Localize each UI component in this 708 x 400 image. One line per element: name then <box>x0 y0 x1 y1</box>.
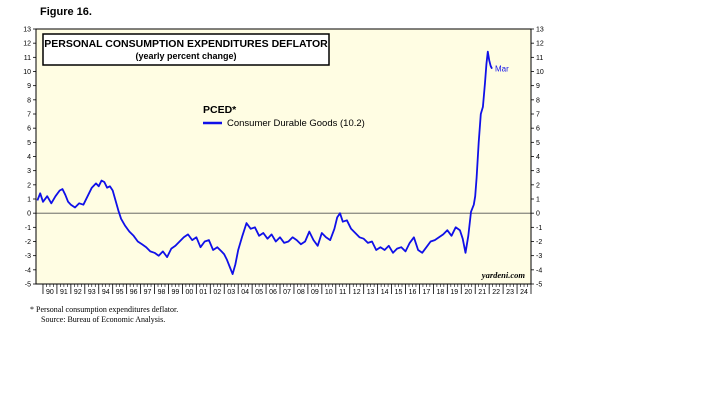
plot-area <box>36 29 531 284</box>
y-tick-label-right: 7 <box>536 112 540 119</box>
y-tick-label-right: -5 <box>536 282 542 289</box>
series-line <box>36 50 493 276</box>
x-tick-label: 01 <box>199 289 207 296</box>
x-tick-label: 19 <box>450 289 458 296</box>
x-tick-label: 98 <box>158 289 166 296</box>
legend-title: PCED* <box>203 104 237 116</box>
y-tick-label-right: 4 <box>536 154 540 161</box>
title-box: PERSONAL CONSUMPTION EXPENDITURES DEFLAT… <box>42 33 330 66</box>
x-tick-label: 16 <box>409 289 417 296</box>
x-tick-label: 03 <box>227 289 235 296</box>
y-tick-label-left: -4 <box>25 267 31 274</box>
x-tick-label: 91 <box>60 289 68 296</box>
y-tick-label-right: -4 <box>536 267 542 274</box>
footnote: * Personal consumption expenditures defl… <box>30 305 178 325</box>
x-tick-label: 21 <box>478 289 486 296</box>
y-tick-label-left: -5 <box>25 282 31 289</box>
chart-title: PERSONAL CONSUMPTION EXPENDITURES DEFLAT… <box>44 38 328 50</box>
source-tag: yardeni.com <box>481 270 526 280</box>
y-tick-label-left: 9 <box>27 83 31 90</box>
x-tick-label: 15 <box>395 289 403 296</box>
chart-subtitle: (yearly percent change) <box>135 51 236 61</box>
x-tick-label: 18 <box>436 289 444 296</box>
y-tick-label-left: -2 <box>25 239 31 246</box>
x-tick-label: 00 <box>185 289 193 296</box>
y-tick-label-right: 1 <box>536 197 540 204</box>
y-tick-label-right: -3 <box>536 253 542 260</box>
y-tick-label-right: 13 <box>536 27 544 34</box>
x-tick-label: 97 <box>144 289 152 296</box>
x-tick-label: 12 <box>353 289 361 296</box>
x-tick-label: 17 <box>423 289 431 296</box>
y-tick-label-right: 12 <box>536 41 544 48</box>
x-tick-label: 04 <box>241 289 249 296</box>
x-tick-label: 92 <box>74 289 82 296</box>
y-tick-label-right: 5 <box>536 140 540 147</box>
y-tick-label-right: 2 <box>536 182 540 189</box>
last-value-label: Mar <box>495 65 509 74</box>
footnote-source: Source: Bureau of Economic Analysis. <box>41 315 166 324</box>
y-tick-label-right: 3 <box>536 168 540 175</box>
footnote-note: * Personal consumption expenditures defl… <box>30 305 179 314</box>
x-tick-label: 20 <box>464 289 472 296</box>
plot-border <box>35 28 532 285</box>
y-tick-label-left: 5 <box>27 140 31 147</box>
y-tick-label-right: 6 <box>536 126 540 133</box>
y-tick-label-left: 4 <box>27 154 31 161</box>
x-tick-label: 22 <box>492 289 500 296</box>
y-tick-label-right: 10 <box>536 69 544 76</box>
x-tick-label: 07 <box>283 289 291 296</box>
y-tick-label-left: 13 <box>23 27 31 34</box>
y-tick-label-right: 11 <box>536 55 543 62</box>
y-tick-label-left: 2 <box>27 182 31 189</box>
y-tick-label-left: 3 <box>27 168 31 175</box>
x-tick-label: 10 <box>325 289 333 296</box>
y-tick-label-right: -1 <box>536 225 542 232</box>
legend: PCED* Consumer Durable Goods (10.2) <box>203 104 365 129</box>
x-tick-label: 99 <box>172 289 180 296</box>
x-tick-label: 13 <box>367 289 375 296</box>
y-tick-label-left: 1 <box>27 197 31 204</box>
x-tick-label: 02 <box>213 289 221 296</box>
y-tick-label-left: -3 <box>25 253 31 260</box>
y-tick-label-left: 8 <box>27 97 31 104</box>
x-tick-label: 94 <box>102 289 110 296</box>
x-tick-label: 09 <box>311 289 319 296</box>
y-tick-label-left: 7 <box>27 112 31 119</box>
x-tick-label: 14 <box>381 289 389 296</box>
legend-entry: Consumer Durable Goods (10.2) <box>227 118 365 129</box>
y-tick-label-left: -1 <box>25 225 31 232</box>
y-tick-label-right: 8 <box>536 97 540 104</box>
x-tick-label: 08 <box>297 289 305 296</box>
y-tick-label-left: 0 <box>27 211 31 218</box>
series-layer <box>36 50 493 276</box>
x-tick-label: 90 <box>46 289 54 296</box>
x-tick-label: 06 <box>269 289 277 296</box>
y-tick-label-left: 11 <box>24 55 31 62</box>
x-tick-label: 95 <box>116 289 124 296</box>
y-tick-label-right: -2 <box>536 239 542 246</box>
x-tick-label: 11 <box>339 289 346 296</box>
x-tick-label: 05 <box>255 289 263 296</box>
axes: -5 -5-4 -4-3 -3-2 -2-1 -10 01 12 23 34 45 56 67 78 89 9… <box>23 27 544 297</box>
y-tick-label-right: 0 <box>536 211 540 218</box>
x-tick-label: 24 <box>520 289 528 296</box>
y-tick-label-left: 6 <box>27 126 31 133</box>
chart: -5 -5-4 -4-3 -3-2 -2-1 -10 01 12 23 34 45 56 67 78 89 9… <box>23 27 544 297</box>
y-tick-label-left: 10 <box>23 69 31 76</box>
x-tick-label: 23 <box>506 289 514 296</box>
y-tick-label-right: 9 <box>536 83 540 90</box>
y-tick-label-left: 12 <box>23 41 31 48</box>
x-tick-label: 93 <box>88 289 96 296</box>
x-tick-label: 96 <box>130 289 138 296</box>
figure-label: Figure 16. <box>40 6 92 18</box>
